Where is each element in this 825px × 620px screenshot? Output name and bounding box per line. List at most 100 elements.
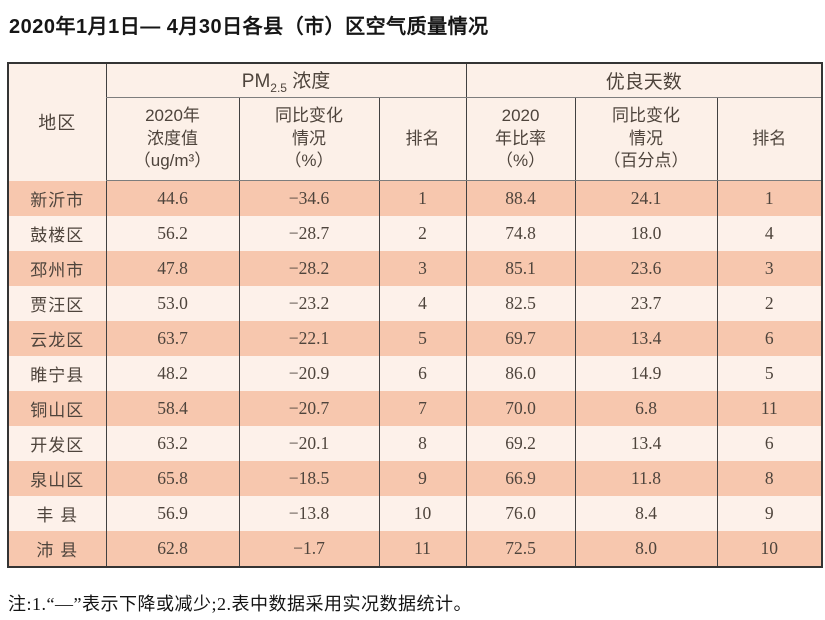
days-ratio-cell: 69.2 — [465, 426, 576, 461]
days-rank-cell: 5 — [716, 356, 823, 391]
days-change-cell: 14.9 — [574, 356, 718, 391]
pm-rank-cell: 11 — [378, 531, 467, 567]
column-header-days-rank: 排名 — [716, 97, 823, 181]
pm-value-cell: 62.8 — [105, 531, 239, 567]
pm-change-cell: −28.2 — [238, 251, 379, 286]
region-cell: 开发区 — [7, 426, 106, 461]
pm-value-cell: 63.7 — [105, 321, 239, 356]
days-ratio-cell: 82.5 — [465, 286, 576, 321]
days-change-cell: 6.8 — [574, 391, 718, 426]
region-cell: 邳州市 — [7, 251, 106, 286]
pm25-label-prefix: PM — [241, 71, 271, 93]
pm-rank-cell: 5 — [378, 321, 467, 356]
table-row: 丰 县 56.9 −13.8 10 76.0 8.4 9 — [7, 496, 823, 531]
header-sub-row: 2020年 浓度值 （ug/m³） 同比变化 情况 （%） 排名 2020 年比… — [8, 97, 823, 181]
column-header-days-ratio: 2020 年比率 （%） — [465, 97, 576, 181]
region-cell: 丰 县 — [7, 496, 106, 531]
days-rank-cell: 3 — [716, 251, 823, 286]
days-ratio-cell: 74.8 — [465, 216, 576, 251]
days-ratio-cell: 69.7 — [465, 321, 576, 356]
pm-value-cell: 63.2 — [105, 426, 239, 461]
pm-value-cell: 56.9 — [105, 496, 239, 531]
days-rank-cell: 8 — [716, 461, 823, 496]
pm-rank-cell: 3 — [378, 251, 467, 286]
pm-change-cell: −20.7 — [238, 391, 379, 426]
pm-rank-cell: 8 — [378, 426, 467, 461]
pm-change-cell: −20.1 — [238, 426, 379, 461]
days-ratio-cell: 76.0 — [465, 496, 576, 531]
table-row: 云龙区 63.7 −22.1 5 69.7 13.4 6 — [7, 321, 823, 356]
days-change-cell: 23.7 — [574, 286, 718, 321]
table-row: 铜山区 58.4 −20.7 7 70.0 6.8 11 — [7, 391, 823, 426]
table-row: 睢宁县 48.2 −20.9 6 86.0 14.9 5 — [7, 356, 823, 391]
region-cell: 铜山区 — [7, 391, 106, 426]
pm-rank-cell: 10 — [378, 496, 467, 531]
pm-rank-cell: 2 — [378, 216, 467, 251]
pm25-label-subscript: 2.5 — [270, 80, 287, 95]
days-ratio-cell: 70.0 — [465, 391, 576, 426]
region-cell: 云龙区 — [7, 321, 106, 356]
air-quality-table: 地区 PM2.5 浓度 优良天数 2020年 浓度值 （ug/m³） 同比变化 … — [7, 62, 824, 568]
pm-value-cell: 48.2 — [105, 356, 239, 391]
region-cell: 睢宁县 — [7, 356, 106, 391]
column-header-region: 地区 — [7, 63, 106, 181]
column-header-pm-rank: 排名 — [378, 97, 467, 181]
pm-rank-cell: 7 — [378, 391, 467, 426]
region-cell: 沛 县 — [7, 531, 106, 567]
days-change-cell: 23.6 — [574, 251, 718, 286]
column-group-pm25: PM2.5 浓度 — [105, 63, 467, 98]
column-header-pm-value: 2020年 浓度值 （ug/m³） — [105, 97, 239, 181]
pm-change-cell: −18.5 — [238, 461, 379, 496]
table-row: 沛 县 62.8 −1.7 11 72.5 8.0 10 — [7, 531, 823, 567]
pm-value-cell: 44.6 — [105, 180, 239, 216]
pm-value-cell: 58.4 — [105, 391, 239, 426]
pm-value-cell: 47.8 — [105, 251, 239, 286]
table-row: 新沂市 44.6 −34.6 1 88.4 24.1 1 — [7, 180, 823, 216]
pm-change-cell: −1.7 — [238, 531, 379, 567]
days-ratio-cell: 86.0 — [465, 356, 576, 391]
table-row: 开发区 63.2 −20.1 8 69.2 13.4 6 — [7, 426, 823, 461]
region-cell: 贾汪区 — [7, 286, 106, 321]
footnote: 注:1.“—”表示下降或减少;2.表中数据采用实况数据统计。 — [8, 594, 472, 614]
pm-rank-cell: 6 — [378, 356, 467, 391]
pm25-label-suffix: 浓度 — [286, 71, 331, 93]
days-change-cell: 8.0 — [574, 531, 718, 567]
days-rank-cell: 6 — [716, 321, 823, 356]
pm-change-cell: −20.9 — [238, 356, 379, 391]
pm-change-cell: −22.1 — [238, 321, 379, 356]
pm-change-cell: −28.7 — [238, 216, 379, 251]
region-cell: 泉山区 — [7, 461, 106, 496]
header-group-row: 地区 PM2.5 浓度 优良天数 — [7, 63, 823, 181]
table-row: 泉山区 65.8 −18.5 9 66.9 11.8 8 — [7, 461, 823, 496]
column-header-pm-change: 同比变化 情况 （%） — [238, 97, 379, 181]
table-row: 贾汪区 53.0 −23.2 4 82.5 23.7 2 — [7, 286, 823, 321]
pm-change-cell: −23.2 — [238, 286, 379, 321]
days-ratio-cell: 88.4 — [465, 180, 576, 216]
days-rank-cell: 9 — [716, 496, 823, 531]
page-title: 2020年1月1日— 4月30日各县（市）区空气质量情况 — [9, 16, 489, 38]
days-ratio-cell: 72.5 — [465, 531, 576, 567]
days-rank-cell: 2 — [716, 286, 823, 321]
days-change-cell: 8.4 — [574, 496, 718, 531]
column-group-good-days: 优良天数 — [465, 63, 823, 98]
pm-value-cell: 56.2 — [105, 216, 239, 251]
region-cell: 鼓楼区 — [7, 216, 106, 251]
pm-rank-cell: 1 — [378, 180, 467, 216]
days-change-cell: 18.0 — [574, 216, 718, 251]
pm-value-cell: 53.0 — [105, 286, 239, 321]
days-rank-cell: 11 — [716, 391, 823, 426]
days-ratio-cell: 85.1 — [465, 251, 576, 286]
table-row: 邳州市 47.8 −28.2 3 85.1 23.6 3 — [7, 251, 823, 286]
pm-rank-cell: 9 — [378, 461, 467, 496]
pm-change-cell: −13.8 — [238, 496, 379, 531]
days-change-cell: 11.8 — [574, 461, 718, 496]
days-change-cell: 13.4 — [574, 426, 718, 461]
column-header-days-change: 同比变化 情况 （百分点） — [574, 97, 718, 181]
table-row: 鼓楼区 56.2 −28.7 2 74.8 18.0 4 — [7, 216, 823, 251]
days-ratio-cell: 66.9 — [465, 461, 576, 496]
pm-value-cell: 65.8 — [105, 461, 239, 496]
days-rank-cell: 10 — [716, 531, 823, 567]
pm-rank-cell: 4 — [378, 286, 467, 321]
pm-change-cell: −34.6 — [238, 180, 379, 216]
